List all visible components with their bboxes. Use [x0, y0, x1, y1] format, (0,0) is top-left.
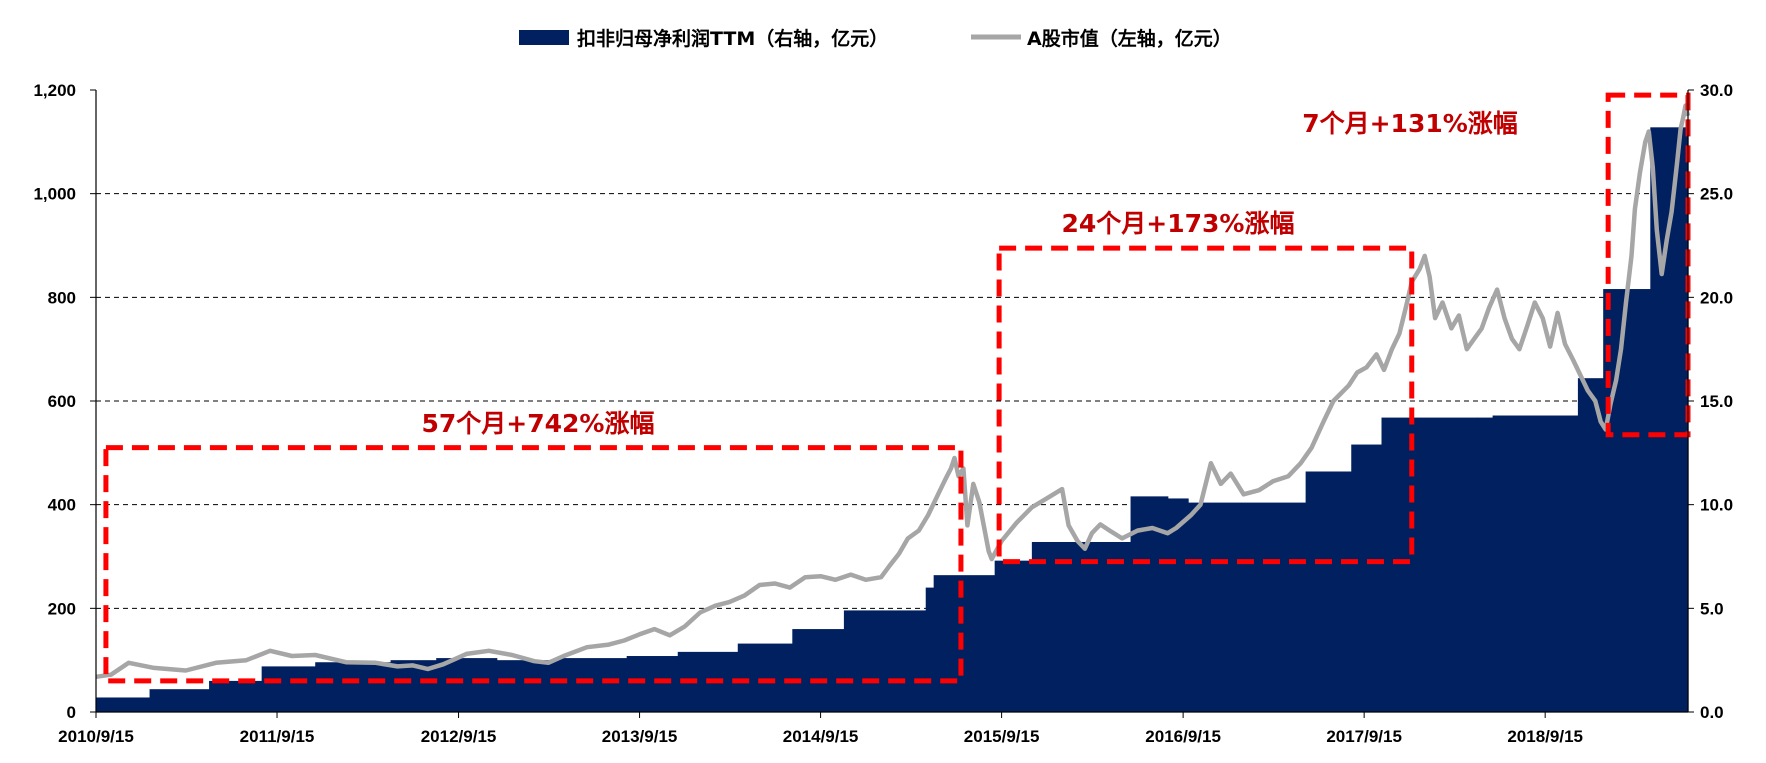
y-right-tick-label: 0.0 — [1700, 703, 1724, 722]
legend-swatch-profit — [519, 30, 569, 45]
profit-step-bar — [933, 575, 996, 712]
y-right-tick-label: 30.0 — [1700, 81, 1733, 100]
x-tick-label: 2012/9/15 — [421, 727, 497, 746]
y-left-tick-label: 200 — [48, 599, 76, 618]
market-cap-line — [95, 103, 1691, 680]
profit-step-bar — [209, 680, 263, 712]
y-left-tick-label: 1,200 — [33, 81, 76, 100]
y-right-tick-label: 25.0 — [1700, 185, 1733, 204]
profit-step-bar — [792, 629, 845, 712]
profit-step-bar — [925, 587, 935, 712]
y-left-tick-label: 800 — [48, 288, 76, 307]
y-right-tick-label: 20.0 — [1700, 288, 1733, 307]
market-cap-line-layer — [95, 103, 1691, 680]
profit-step-bar — [261, 666, 316, 712]
x-tick-label: 2015/9/15 — [964, 727, 1040, 746]
highlight-box-1 — [103, 445, 964, 684]
annotation-3: 7个月+131%涨幅 — [1302, 109, 1518, 138]
profit-step-bar — [436, 658, 498, 712]
y-left-tick-label: 1,000 — [33, 185, 76, 204]
profit-step-bar — [556, 658, 628, 712]
axes: 0 200 400 600 800 1,000 1,200 0.0 5.0 10.0 15.0 20.… — [33, 81, 1733, 746]
profit-area-layer — [96, 127, 1689, 712]
profit-step-bar — [1577, 378, 1604, 712]
y-right-tick-label: 10.0 — [1700, 496, 1733, 515]
profit-step-bar — [1603, 289, 1651, 712]
profit-step-bar — [149, 689, 210, 712]
annotation-2: 24个月+173%涨幅 — [1062, 209, 1295, 238]
x-tick-label: 2017/9/15 — [1326, 727, 1402, 746]
profit-step-bar — [1100, 541, 1132, 712]
profit-step-bar — [1492, 415, 1579, 712]
profit-step-bar — [1188, 502, 1307, 712]
profit-step-bar — [1167, 498, 1189, 712]
annotations: 57个月+742%涨幅 24个月+173%涨幅 7个月+131%涨幅 — [422, 109, 1518, 438]
profit-step-bar — [1351, 444, 1383, 712]
legend-label-market-cap: A股市值（左轴，亿元） — [1027, 27, 1232, 50]
x-tick-label: 2016/9/15 — [1145, 727, 1221, 746]
legend: 扣非归母净利润TTM（右轴，亿元） A股市值（左轴，亿元） — [519, 27, 1232, 50]
legend-label-profit: 扣非归母净利润TTM（右轴，亿元） — [577, 27, 888, 50]
profit-step-bar — [626, 656, 679, 712]
y-left-tick-label: 400 — [48, 496, 76, 515]
y-left-tick-label: 0 — [67, 703, 76, 722]
annotation-1: 57个月+742%涨幅 — [422, 409, 655, 438]
x-tick-label: 2018/9/15 — [1507, 727, 1583, 746]
x-tick-label: 2013/9/15 — [602, 727, 678, 746]
profit-step-bar — [96, 697, 151, 712]
y-left-tick-label: 600 — [48, 392, 76, 411]
x-tick-label: 2011/9/15 — [240, 727, 315, 746]
y-right-tick-label: 15.0 — [1700, 392, 1733, 411]
profit-step-bar — [315, 662, 392, 712]
profit-step-bar — [1477, 417, 1494, 712]
y-right-tick-label: 5.0 — [1700, 599, 1724, 618]
profit-step-bar — [1381, 417, 1478, 712]
profit-step-bar — [496, 660, 558, 712]
profit-step-bar — [737, 643, 793, 712]
x-tick-label: 2014/9/15 — [783, 727, 859, 746]
profit-step-bar — [994, 560, 1033, 712]
x-tick-label: 2010/9/15 — [58, 727, 134, 746]
profit-step-bar — [1305, 471, 1352, 712]
profit-step-bar — [1031, 541, 1101, 712]
profit-step-bar — [843, 610, 927, 712]
